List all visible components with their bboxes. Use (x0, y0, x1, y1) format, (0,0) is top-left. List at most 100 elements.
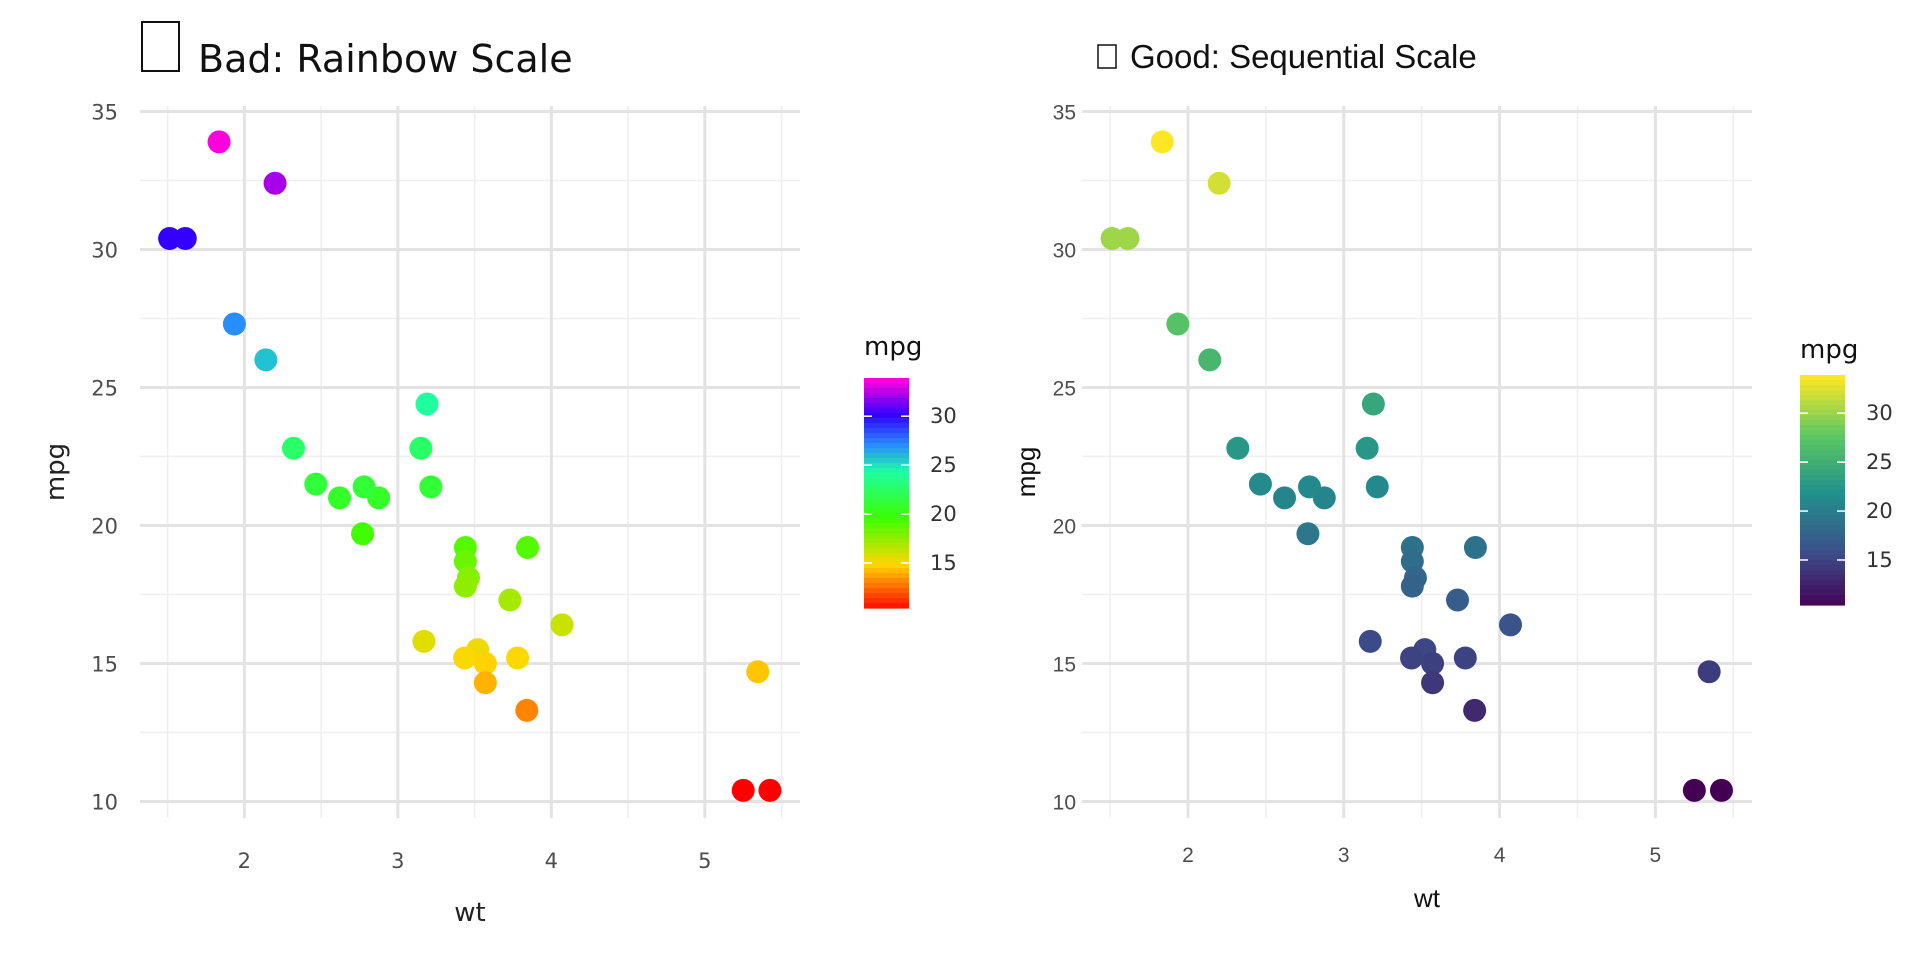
legend-title: mpg (864, 332, 922, 362)
color-legend: mpg 15 20 25 30 (1800, 335, 1893, 606)
data-point (415, 392, 439, 416)
legend-color-band (864, 603, 909, 609)
data-point (746, 660, 770, 684)
data-point (352, 475, 376, 499)
legend-color-band (864, 523, 909, 529)
legend-color-band (1800, 515, 1845, 521)
legend-color-band (864, 448, 909, 454)
legend-color-band (864, 593, 909, 599)
data-point (281, 436, 305, 460)
data-point (550, 613, 574, 637)
data-point (1365, 475, 1389, 499)
data-point (506, 646, 530, 670)
legend-color-band (864, 388, 909, 394)
legend-color-band (864, 478, 909, 484)
data-point (1463, 536, 1487, 560)
x-tick-label: 5 (1650, 844, 1662, 867)
data-point (351, 522, 375, 546)
legend-title: mpg (1800, 335, 1858, 365)
legend-color-band (864, 503, 909, 509)
legend-color-band (1800, 560, 1845, 566)
x-tick-label: 4 (545, 849, 558, 873)
legend-color-band (1800, 525, 1845, 531)
legend-color-band (864, 563, 909, 569)
y-tick-label: 10 (91, 790, 118, 814)
data-point (473, 671, 497, 695)
data-point (758, 778, 782, 802)
y-tick-label: 35 (91, 101, 118, 125)
data-point (1150, 130, 1174, 154)
data-point (1421, 651, 1445, 675)
data-point (453, 574, 477, 598)
legend-color-band (1800, 580, 1845, 586)
legend-color-band (1800, 595, 1845, 601)
legend-color-band (1800, 550, 1845, 556)
legend-tick-label: 20 (1866, 499, 1893, 523)
legend-color-band (864, 548, 909, 554)
data-point (1100, 226, 1124, 250)
data-point (1355, 436, 1379, 460)
legend-color-band (1800, 480, 1845, 486)
legend-color-band (864, 573, 909, 579)
data-point (1421, 671, 1445, 695)
legend-color-band (1800, 380, 1845, 386)
legend-color-band (1800, 485, 1845, 491)
legend-color-band (1800, 450, 1845, 456)
rainbow-scatter-chart: Bad: Rainbow Scale 2 3 4 5 10 15 20 25 30 35 wt m… (41, 21, 957, 928)
legend-color-band (864, 458, 909, 464)
legend-color-band (1800, 435, 1845, 441)
x-tick-label: 3 (391, 849, 404, 873)
legend-color-band (1800, 430, 1845, 436)
legend-color-band (864, 443, 909, 449)
data-point (1226, 436, 1250, 460)
legend-color-band (864, 398, 909, 404)
data-point (254, 348, 278, 372)
legend-color-band (1800, 470, 1845, 476)
legend-color-band (864, 418, 909, 424)
plot-area: 2 3 4 5 10 15 20 25 30 35 (1053, 102, 1752, 867)
legend-color-band (864, 578, 909, 584)
legend-color-band (1800, 535, 1845, 541)
legend-tick-label: 15 (1866, 548, 1893, 572)
legend-color-band (1800, 420, 1845, 426)
legend-color-band (864, 393, 909, 399)
data-point (328, 486, 352, 510)
sequential-scale-panel: Good: Sequential Scale 2 3 4 5 10 15 20 25 30 35 … (960, 0, 1920, 960)
data-point (1207, 171, 1231, 195)
legend-color-band (864, 583, 909, 589)
y-tick-label: 35 (1053, 102, 1076, 125)
legend-color-band (1800, 505, 1845, 511)
y-axis-title: mpg (41, 443, 71, 501)
x-tick-label: 5 (698, 849, 711, 873)
legend-color-band (864, 408, 909, 414)
legend-color-band (864, 483, 909, 489)
legend-tick-label: 25 (930, 453, 957, 477)
data-point (1248, 472, 1272, 496)
data-point (1400, 574, 1424, 598)
legend-color-band (864, 423, 909, 429)
legend-color-band (864, 403, 909, 409)
legend-color-band (864, 533, 909, 539)
legend-color-band (1800, 425, 1845, 431)
x-tick-label: 2 (238, 849, 251, 873)
legend-color-band (864, 473, 909, 479)
legend-color-band (1800, 495, 1845, 501)
data-point (1682, 778, 1706, 802)
y-tick-label: 25 (1053, 377, 1076, 400)
viridis-scatter-chart: Good: Sequential Scale 2 3 4 5101520253035 … (1011, 38, 1893, 913)
data-point (1198, 348, 1222, 372)
x-tick-label: 4 (1494, 844, 1506, 867)
y-tick-label: 15 (91, 652, 118, 676)
data-point (1296, 522, 1320, 546)
data-point (1446, 588, 1470, 612)
data-point (1361, 392, 1385, 416)
legend-color-band (864, 508, 909, 514)
legend-color-band (864, 438, 909, 444)
y-tick-label: 25 (91, 376, 118, 400)
legend-color-band (1800, 410, 1845, 416)
color-legend: mpg 15 20 25 30 (864, 332, 957, 609)
y-tick-label: 15 (1053, 653, 1076, 676)
data-point (453, 646, 477, 670)
y-tick-label: 30 (1053, 240, 1076, 263)
data-point (1709, 778, 1733, 802)
